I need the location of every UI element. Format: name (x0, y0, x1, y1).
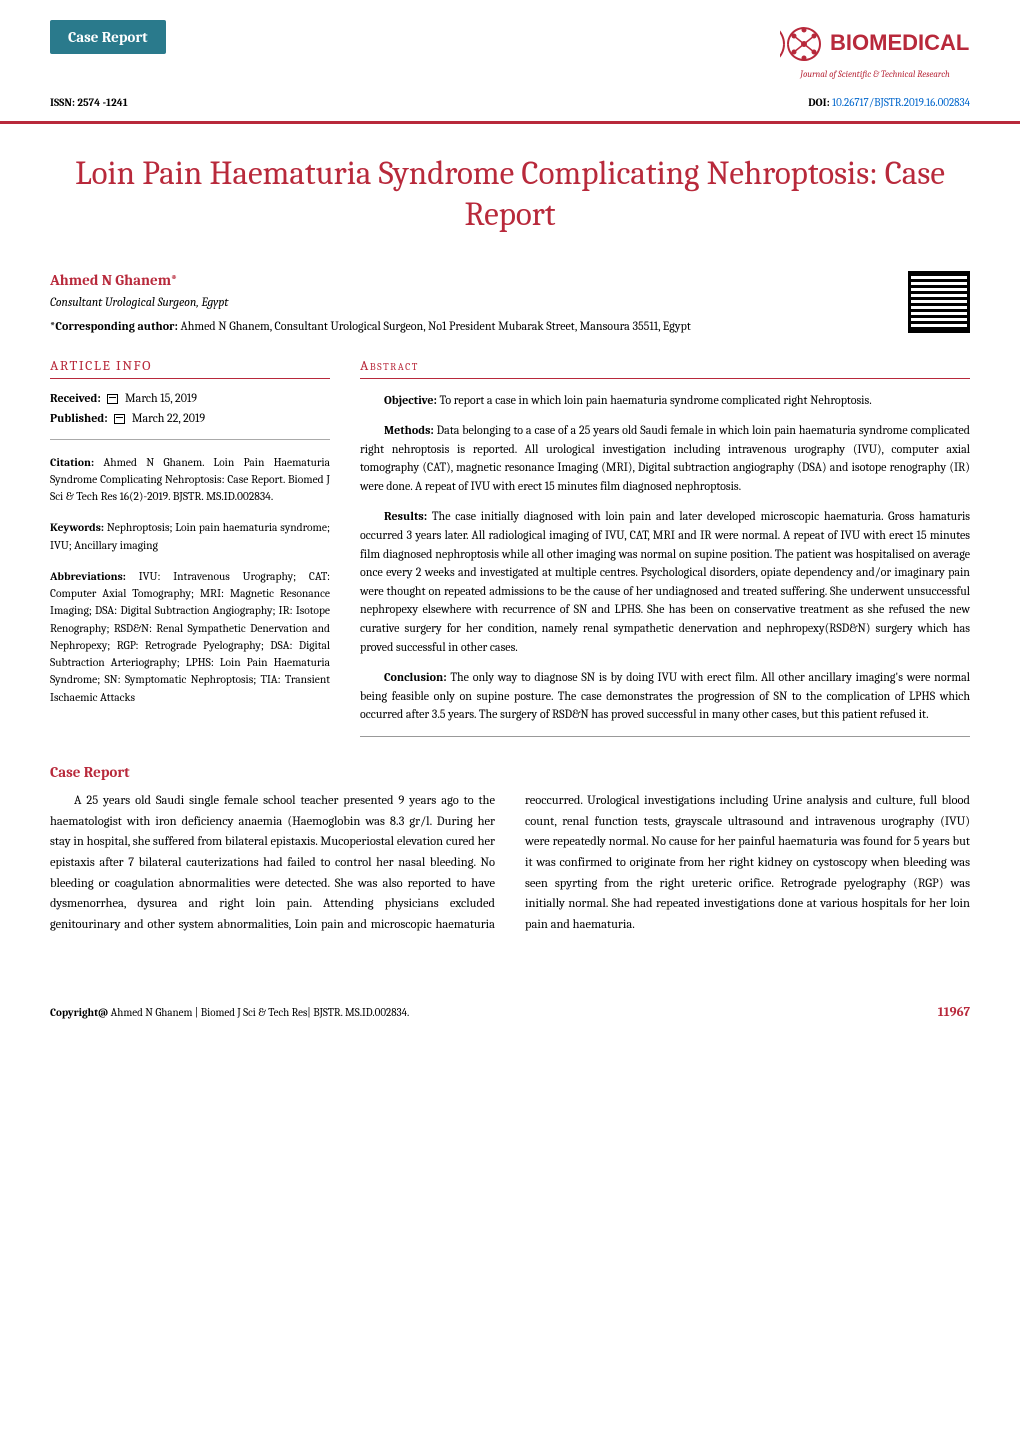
doi-link[interactable]: 10.26717/BJSTR.2019.16.002834 (832, 96, 970, 109)
author-affiliation: Consultant Urological Surgeon, Egypt (50, 295, 908, 309)
abstract-objective: Objective: To report a case in which loi… (360, 391, 970, 410)
copyright-block: Copyright@ Ahmed N Ghanem | Biomed J Sci… (50, 1006, 409, 1019)
article-info-column: ARTICLE INFO Received: March 15, 2019 Pu… (50, 357, 330, 738)
calendar-icon (114, 414, 125, 424)
info-divider (50, 439, 330, 440)
issn-doi-row: ISSN: 2574 -1241 DOI: 10.26717/BJSTR.201… (0, 90, 1020, 121)
abstract-bottom-rule (360, 736, 970, 737)
author-block: Ahmed N Ghanem* Consultant Urological Su… (0, 261, 1020, 343)
issn-label: ISSN: 2574 -1241 (50, 96, 128, 109)
biomedical-logo: BIOMEDICAL Journal of Scientific & Techn… (780, 20, 970, 80)
body-section: Case Report A 25 years old Saudi single … (0, 737, 1020, 955)
abstract-methods: Methods: Data belonging to a case of a 2… (360, 421, 970, 495)
calendar-icon (107, 394, 118, 404)
article-title: Loin Pain Haematuria Syndrome Complicati… (50, 154, 970, 237)
page-number: 11967 (938, 1005, 970, 1020)
citation-block: Citation: Ahmed N Ghanem. Loin Pain Haem… (50, 454, 330, 506)
body-columns: A 25 years old Saudi single female schoo… (50, 791, 970, 935)
case-report-badge: Case Report (50, 20, 166, 54)
corresponding-label: *Corresponding author: (50, 319, 178, 333)
body-paragraph: A 25 years old Saudi single female schoo… (50, 791, 970, 935)
abstract-header: Abstract (360, 357, 970, 379)
footer-bar: Copyright@ Ahmed N Ghanem | Biomed J Sci… (0, 995, 1020, 1036)
title-block: Loin Pain Haematuria Syndrome Complicati… (0, 124, 1020, 261)
qr-code-icon[interactable] (908, 271, 970, 333)
abbreviations-block: Abbreviations: IVU: Intravenous Urograph… (50, 568, 330, 706)
logo-title-text: BIOMEDICAL (830, 30, 969, 55)
logo-tagline: Journal of Scientific & Technical Resear… (780, 70, 970, 80)
doi-block: DOI: 10.26717/BJSTR.2019.16.002834 (808, 96, 970, 109)
corresponding-author: *Corresponding author: Ahmed N Ghanem, C… (50, 319, 908, 333)
author-name: Ahmed N Ghanem* (50, 271, 908, 289)
doi-label: DOI: (808, 96, 829, 109)
abstract-results: Results: The case initially diagnosed wi… (360, 507, 970, 656)
keywords-block: Keywords: Nephroptosis; Loin pain haemat… (50, 519, 330, 554)
info-abstract-row: ARTICLE INFO Received: March 15, 2019 Pu… (0, 343, 1020, 738)
published-line: Published: March 22, 2019 (50, 411, 330, 425)
corresponding-text: Ahmed N Ghanem, Consultant Urological Su… (178, 319, 691, 333)
abstract-column: Abstract Objective: To report a case in … (360, 357, 970, 738)
received-line: Received: March 15, 2019 (50, 391, 330, 405)
abstract-conclusion: Conclusion: The only way to diagnose SN … (360, 668, 970, 724)
article-info-header: ARTICLE INFO (50, 357, 330, 379)
header-bar: Case Report BIOMEDICAL Journal of Scient… (0, 0, 1020, 90)
case-report-heading: Case Report (50, 763, 970, 781)
